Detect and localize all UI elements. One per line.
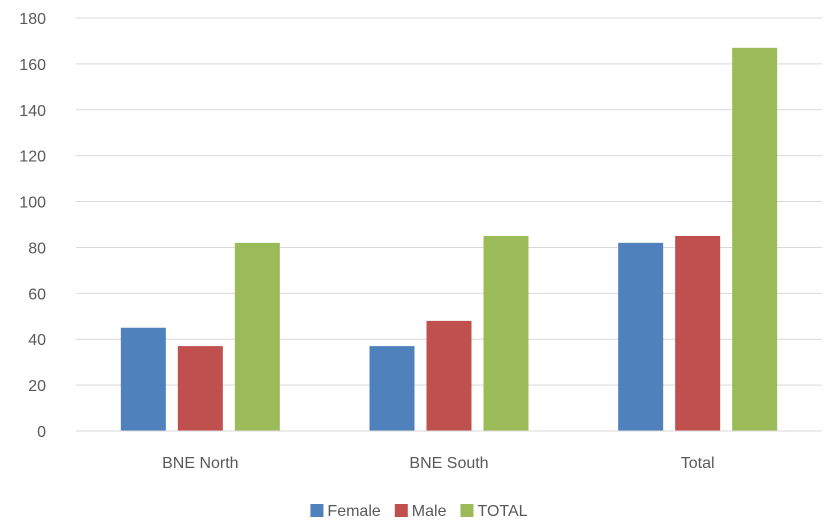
bar-female-bne-south — [369, 346, 415, 431]
y-tick-label-60: 60 — [28, 286, 46, 303]
category-label-bne-south: BNE South — [409, 455, 488, 472]
legend-label-total: TOTAL — [477, 503, 527, 520]
y-tick-label-180: 180 — [19, 11, 46, 28]
legend-swatch-male — [394, 504, 408, 517]
y-tick-label-20: 20 — [28, 378, 46, 395]
bar-total-total — [732, 47, 778, 431]
y-tick-label-100: 100 — [19, 195, 46, 212]
bar-total-bne-north — [234, 242, 280, 431]
bar-male-bne-north — [177, 346, 223, 431]
legend-swatch-total — [460, 504, 474, 517]
category-labels: BNE North BNE South Total — [162, 455, 714, 472]
bar-female-bne-north — [120, 327, 166, 431]
bar-female-total — [618, 242, 664, 431]
category-label-total: Total — [681, 455, 715, 472]
legend-label-female: Female — [327, 503, 380, 520]
y-tick-label-80: 80 — [28, 240, 46, 257]
legend: Female Male TOTAL — [310, 503, 528, 520]
bars — [120, 47, 778, 431]
legend-label-male: Male — [412, 503, 447, 520]
bar-total-bne-south — [483, 235, 529, 431]
category-label-bne-north: BNE North — [162, 455, 238, 472]
legend-swatch-female — [310, 504, 324, 517]
y-tick-label-120: 120 — [19, 149, 46, 166]
y-tick-label-160: 160 — [19, 57, 46, 74]
gridlines — [76, 17, 822, 386]
bar-male-bne-south — [426, 320, 472, 431]
bar-male-total — [675, 235, 721, 431]
y-axis-tick-labels: 0 20 40 60 80 100 120 140 160 180 — [19, 11, 46, 441]
y-tick-label-140: 140 — [19, 103, 46, 120]
y-tick-label-0: 0 — [37, 424, 46, 441]
y-tick-label-40: 40 — [28, 332, 46, 349]
